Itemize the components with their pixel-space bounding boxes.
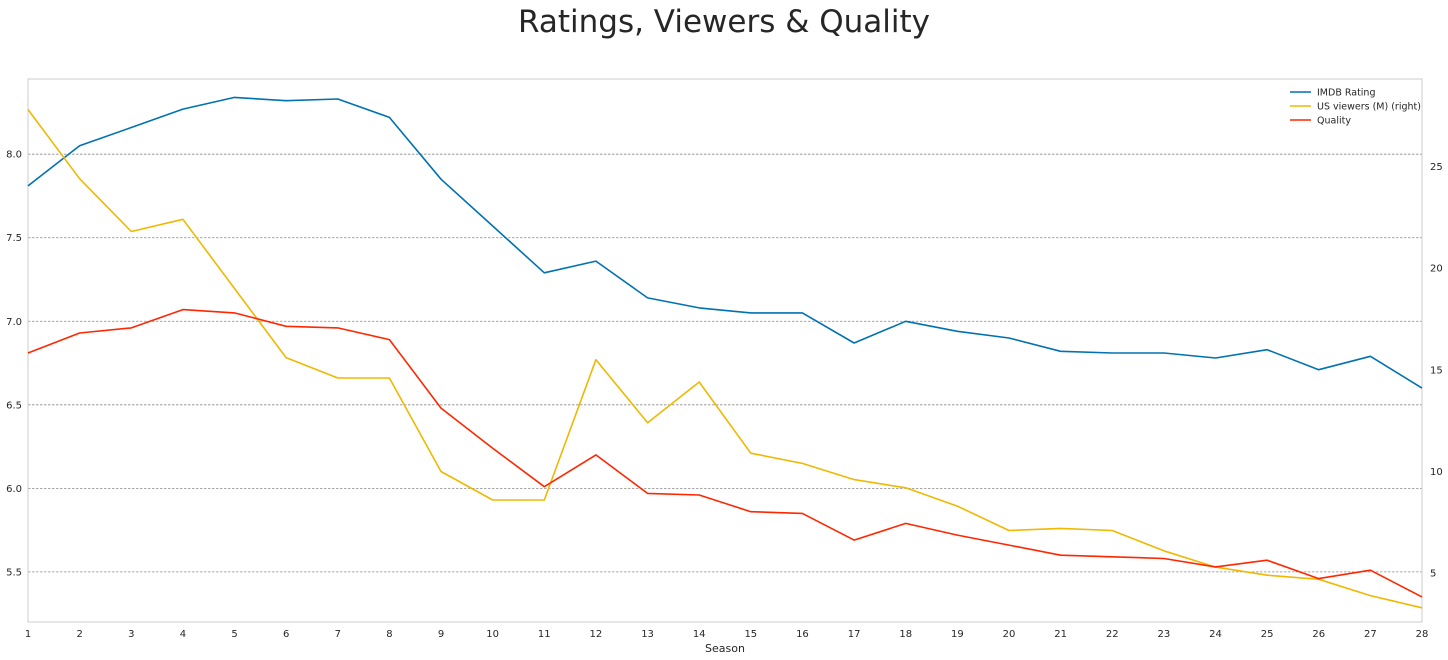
left-y-axis: 5.5 6.0 6.5 7.0 7.5 8.0 [6, 150, 22, 579]
x-tick-label: 23 [1157, 629, 1170, 640]
x-tick-label: 26 [1312, 629, 1325, 640]
left-y-tick-label: 6.5 [6, 400, 22, 411]
x-tick-label: 12 [590, 629, 603, 640]
x-tick-label: 25 [1261, 629, 1274, 640]
legend-item: Quality [1290, 116, 1351, 127]
series-line-2 [27, 109, 1423, 609]
x-tick-label: 10 [486, 629, 499, 640]
x-tick-label: 6 [283, 629, 289, 640]
x-tick-label: 28 [1416, 629, 1429, 640]
left-y-tick-label: 5.5 [6, 567, 22, 578]
x-tick-label: 11 [538, 629, 551, 640]
legend: IMDB Rating US viewers (M) (right) Quality [1290, 88, 1421, 127]
right-y-tick-label: 15 [1430, 365, 1443, 376]
x-tick-label: 9 [438, 629, 444, 640]
right-y-tick-label: 20 [1430, 264, 1443, 275]
x-tick-label: 13 [641, 629, 654, 640]
series-line-3 [27, 308, 1423, 598]
right-y-tick-label: 10 [1430, 467, 1443, 478]
x-tick-label: 5 [231, 629, 237, 640]
x-tick-label: 16 [796, 629, 809, 640]
x-tick-label: 15 [744, 629, 757, 640]
x-tick-label: 7 [335, 629, 341, 640]
right-y-tick-label: 25 [1430, 162, 1443, 173]
x-tick-label: 1 [25, 629, 31, 640]
x-tick-label: 19 [951, 629, 964, 640]
left-y-tick-label: 7.0 [6, 317, 22, 328]
legend-item: US viewers (M) (right) [1290, 102, 1421, 113]
right-y-tick-label: 5 [1430, 569, 1436, 580]
x-tick-label: 24 [1209, 629, 1222, 640]
plot-area-frame [27, 78, 1423, 623]
x-tick-label: 2 [76, 629, 82, 640]
x-axis: 1 2 3 4 5 6 7 8 9 10 11 12 13 14 15 16 17 18 19 20 21 22 23 24 2… [25, 629, 1429, 640]
legend-item: IMDB Rating [1290, 88, 1375, 99]
x-tick-label: 4 [180, 629, 186, 640]
legend-label: Quality [1317, 116, 1351, 127]
series-lines [27, 96, 1423, 609]
grid-lines [28, 153, 1422, 573]
left-y-tick-label: 8.0 [6, 150, 22, 161]
legend-label: IMDB Rating [1317, 88, 1375, 99]
x-tick-label: 14 [693, 629, 706, 640]
x-tick-label: 20 [1003, 629, 1016, 640]
right-y-axis: 5 10 15 20 25 [1430, 162, 1443, 580]
x-tick-label: 22 [1106, 629, 1119, 640]
x-tick-label: 17 [848, 629, 861, 640]
legend-label: US viewers (M) (right) [1317, 102, 1421, 113]
x-axis-label: Season [705, 642, 745, 655]
x-tick-label: 21 [1054, 629, 1067, 640]
series-line-1 [27, 96, 1423, 389]
x-tick-label: 18 [899, 629, 912, 640]
x-tick-label: 27 [1364, 629, 1377, 640]
left-y-tick-label: 7.5 [6, 233, 22, 244]
left-y-tick-label: 6.0 [6, 484, 22, 495]
x-tick-label: 8 [386, 629, 392, 640]
x-tick-label: 3 [128, 629, 134, 640]
chart-title: Ratings, Viewers & Quality [518, 4, 930, 40]
